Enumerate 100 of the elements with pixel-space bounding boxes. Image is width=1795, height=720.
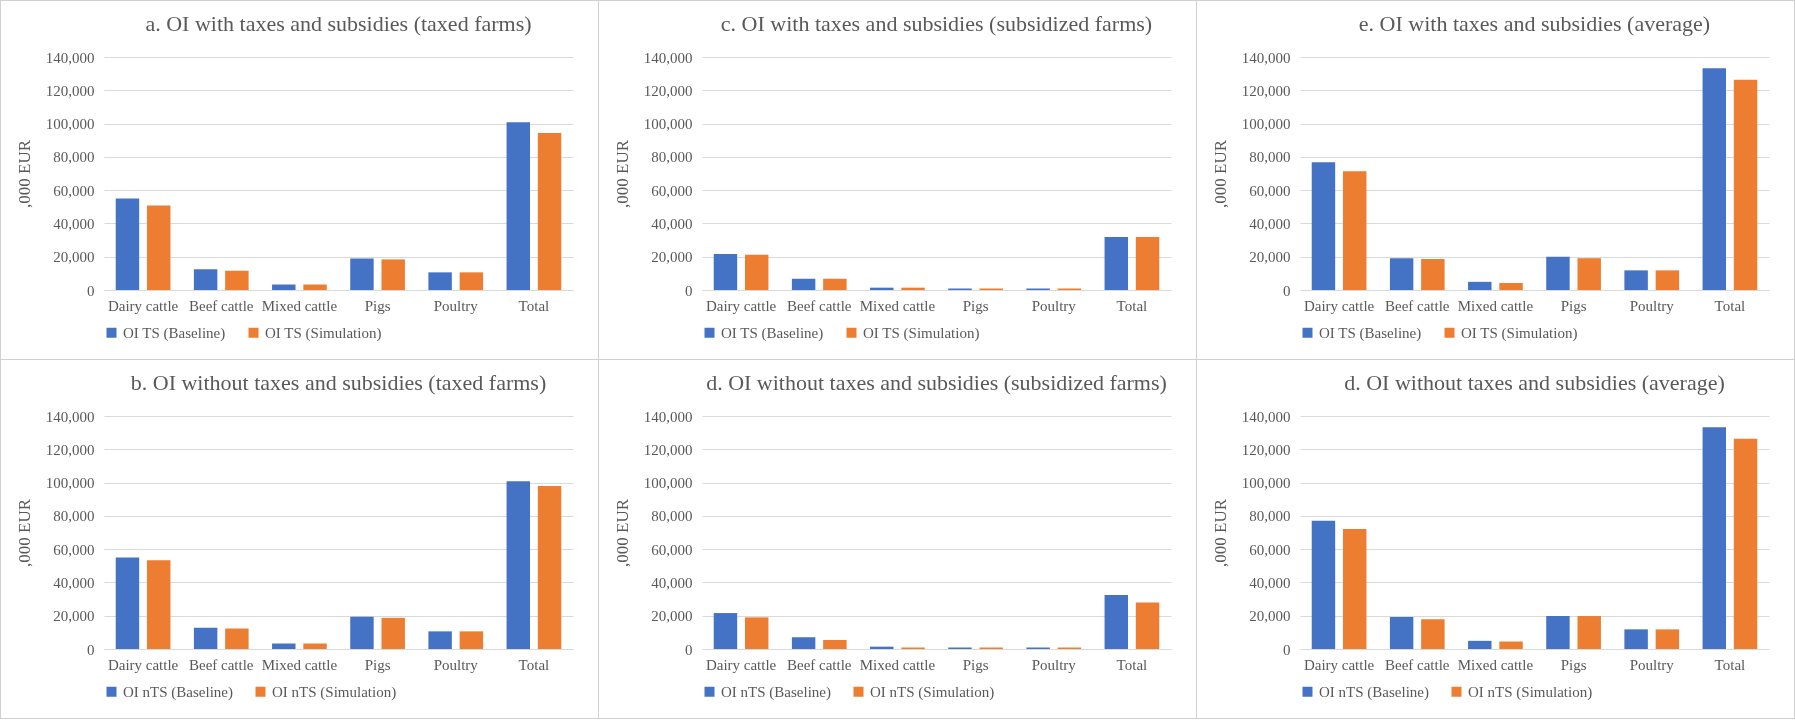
x-tick-label: Poultry: [1629, 297, 1675, 314]
y-tick-label: 80,000: [53, 149, 95, 166]
x-tick-label: Dairy cattle: [1303, 656, 1375, 673]
legend-label: OI TS (Simulation): [1461, 324, 1578, 342]
x-tick-label: Pigs: [962, 297, 989, 314]
x-tick-label: Beef cattle: [1384, 297, 1450, 314]
y-tick-label: 60,000: [53, 182, 95, 199]
y-tick-label: 40,000: [1249, 574, 1291, 591]
legend-label: OI nTS (Baseline): [123, 683, 233, 701]
x-tick-label: Beef cattle: [786, 297, 852, 314]
legend-label: OI nTS (Baseline): [721, 683, 831, 701]
x-tick-label: Total: [1116, 297, 1148, 314]
y-tick-label: 0: [685, 282, 693, 299]
x-tick-label: Poultry: [433, 297, 479, 314]
y-tick-label: 120,000: [1241, 82, 1291, 99]
y-tick-label: 0: [87, 282, 95, 299]
x-tick-label: Pigs: [364, 297, 391, 314]
y-tick-label: 80,000: [1249, 149, 1291, 166]
y-tick-label: 100,000: [643, 116, 693, 133]
y-tick-label: 0: [1283, 641, 1291, 658]
y-axis-title: ,000 EUR: [612, 498, 632, 567]
y-tick-label: 140,000: [643, 49, 693, 66]
legend-label: OI TS (Baseline): [721, 324, 824, 342]
chart-title: a. OI with taxes and subsidies (taxed farms): [145, 11, 532, 36]
legend-label: OI TS (Baseline): [1319, 324, 1422, 342]
x-tick-label: Poultry: [1031, 656, 1077, 673]
x-tick-label: Pigs: [1560, 656, 1587, 673]
y-axis-title: ,000 EUR: [14, 498, 34, 567]
x-tick-label: Dairy cattle: [705, 656, 777, 673]
y-tick-label: 140,000: [643, 408, 693, 425]
y-tick-label: 40,000: [651, 215, 693, 232]
y-tick-label: 20,000: [651, 608, 693, 625]
y-tick-label: 40,000: [651, 574, 693, 591]
x-tick-label: Total: [1714, 656, 1746, 673]
x-tick-label: Pigs: [1560, 297, 1587, 314]
y-tick-label: 100,000: [1241, 116, 1291, 133]
y-tick-label: 60,000: [1249, 182, 1291, 199]
x-tick-label: Mixed cattle: [859, 297, 936, 314]
x-tick-label: Poultry: [1031, 297, 1077, 314]
x-tick-label: Pigs: [962, 656, 989, 673]
y-tick-label: 140,000: [45, 408, 95, 425]
y-tick-label: 80,000: [53, 508, 95, 525]
y-tick-label: 60,000: [651, 541, 693, 558]
y-axis-title: ,000 EUR: [1210, 139, 1230, 208]
y-tick-label: 60,000: [1249, 541, 1291, 558]
y-tick-label: 120,000: [45, 441, 95, 458]
y-tick-label: 20,000: [53, 249, 95, 266]
x-tick-label: Mixed cattle: [261, 297, 338, 314]
x-tick-label: Beef cattle: [188, 656, 254, 673]
y-tick-label: 80,000: [651, 508, 693, 525]
legend-label: OI nTS (Baseline): [1319, 683, 1429, 701]
legend-label: OI nTS (Simulation): [870, 683, 995, 701]
y-axis-title: ,000 EUR: [1210, 498, 1230, 567]
x-tick-label: Pigs: [364, 656, 391, 673]
y-axis-title: ,000 EUR: [14, 139, 34, 208]
chart-title: b. OI without taxes and subsidies (taxed farms): [130, 370, 547, 395]
x-tick-label: Beef cattle: [786, 656, 852, 673]
x-tick-label: Dairy cattle: [107, 656, 179, 673]
chart-title: c. OI with taxes and subsidies (subsidized farms): [720, 11, 1153, 36]
y-tick-label: 20,000: [651, 249, 693, 266]
x-tick-label: Mixed cattle: [1457, 656, 1534, 673]
y-tick-label: 80,000: [1249, 508, 1291, 525]
y-tick-label: 40,000: [53, 215, 95, 232]
x-tick-label: Total: [518, 656, 550, 673]
x-tick-label: Mixed cattle: [859, 656, 936, 673]
y-tick-label: 120,000: [643, 441, 693, 458]
x-tick-label: Poultry: [433, 656, 479, 673]
legend-label: OI TS (Simulation): [863, 324, 980, 342]
y-tick-label: 100,000: [45, 116, 95, 133]
x-tick-label: Dairy cattle: [705, 297, 777, 314]
legend-label: OI nTS (Simulation): [1468, 683, 1593, 701]
legend-label: OI nTS (Simulation): [272, 683, 397, 701]
y-tick-label: 80,000: [651, 149, 693, 166]
x-tick-label: Beef cattle: [1384, 656, 1450, 673]
chart-title: e. OI with taxes and subsidies (average): [1358, 11, 1711, 36]
y-tick-label: 140,000: [1241, 408, 1291, 425]
y-tick-label: 40,000: [53, 574, 95, 591]
x-tick-label: Mixed cattle: [261, 656, 338, 673]
y-tick-label: 120,000: [643, 82, 693, 99]
y-tick-label: 0: [1283, 282, 1291, 299]
legend-label: OI TS (Baseline): [123, 324, 226, 342]
x-tick-label: Beef cattle: [188, 297, 254, 314]
y-tick-label: 20,000: [1249, 608, 1291, 625]
x-tick-label: Total: [518, 297, 550, 314]
y-tick-label: 60,000: [651, 182, 693, 199]
y-tick-label: 100,000: [1241, 475, 1291, 492]
x-tick-label: Total: [1116, 656, 1148, 673]
y-tick-label: 0: [87, 641, 95, 658]
y-tick-label: 60,000: [53, 541, 95, 558]
y-tick-label: 100,000: [45, 475, 95, 492]
y-tick-label: 120,000: [45, 82, 95, 99]
chart-title: d. OI without taxes and subsidies (average): [1344, 370, 1725, 395]
x-tick-label: Dairy cattle: [1303, 297, 1375, 314]
x-tick-label: Dairy cattle: [107, 297, 179, 314]
y-axis-title: ,000 EUR: [612, 139, 632, 208]
y-tick-label: 100,000: [643, 475, 693, 492]
y-tick-label: 20,000: [1249, 249, 1291, 266]
x-tick-label: Mixed cattle: [1457, 297, 1534, 314]
legend-label: OI TS (Simulation): [265, 324, 382, 342]
chart-title: d. OI without taxes and subsidies (subsidized farms): [706, 370, 1167, 395]
